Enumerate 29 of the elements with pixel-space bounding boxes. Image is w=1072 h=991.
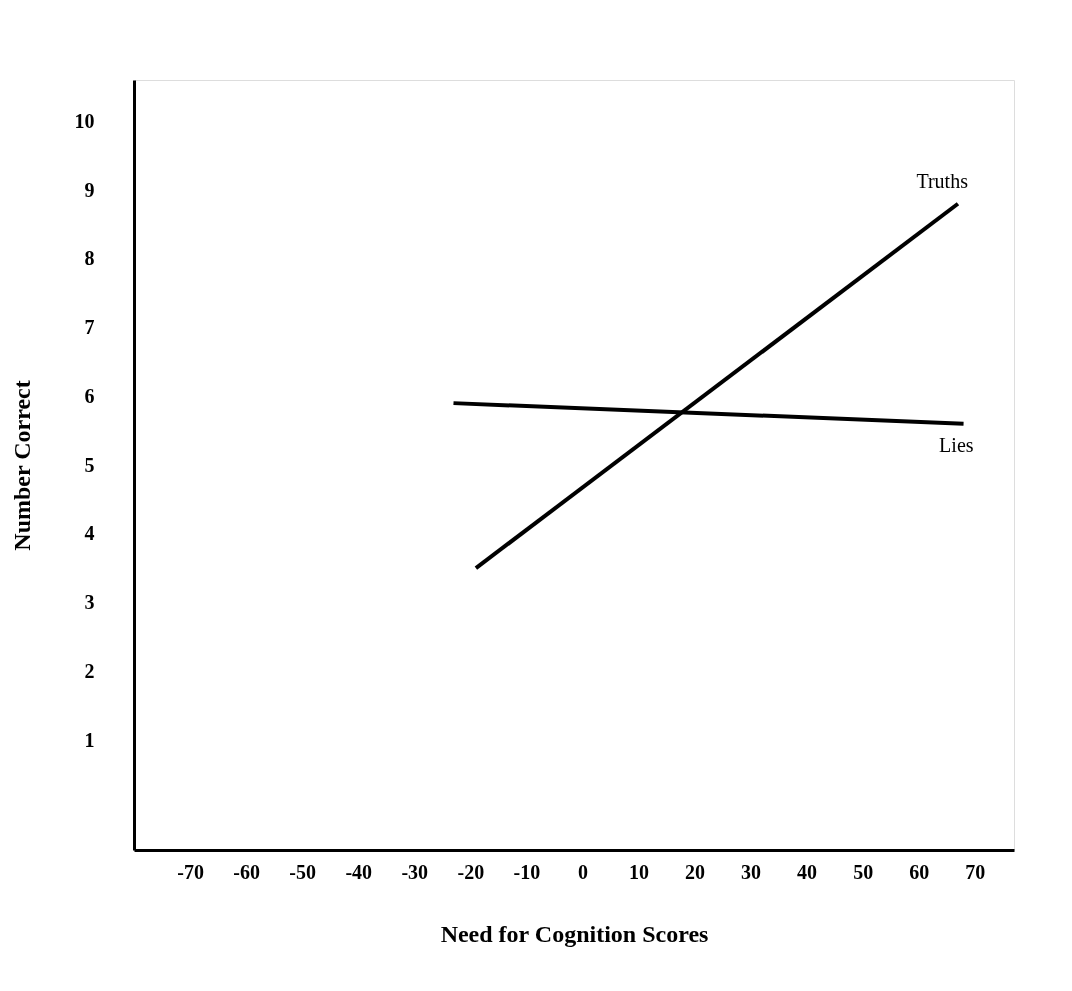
y-tick-label: 8 [84,247,95,270]
x-tick-label: 10 [628,860,649,883]
x-tick-label: -40 [345,860,373,883]
series-label: Lies [939,433,974,456]
x-tick-label: 60 [909,860,930,883]
y-tick-label: 7 [84,316,95,338]
series-label: Truths [916,169,969,192]
y-tick-label: 10 [74,109,95,132]
x-tick-label: -10 [513,860,541,883]
y-tick-label: 4 [84,522,95,545]
x-tick-label: 50 [853,860,874,883]
y-tick-label: 6 [84,384,95,407]
y-tick-label: 9 [84,178,95,201]
y-axis-title: Number Correct [8,380,35,551]
x-tick-label: -60 [233,860,260,883]
y-tick-label: 3 [84,591,95,613]
x-tick-label: 20 [685,860,706,883]
x-axis-title: Need for Cognition Scores [440,920,709,947]
x-tick-label: 30 [741,860,762,883]
y-tick-label: 1 [84,728,95,751]
x-tick-label: 70 [965,860,986,883]
x-tick-label: -30 [401,860,429,883]
x-tick-label: 0 [577,860,588,883]
y-tick-label: 2 [84,659,95,682]
y-tick-label: 5 [84,453,95,476]
x-tick-label: 40 [797,860,818,883]
x-tick-label: -70 [177,860,204,883]
x-tick-label: -20 [457,860,485,883]
x-tick-label: -50 [289,860,316,883]
